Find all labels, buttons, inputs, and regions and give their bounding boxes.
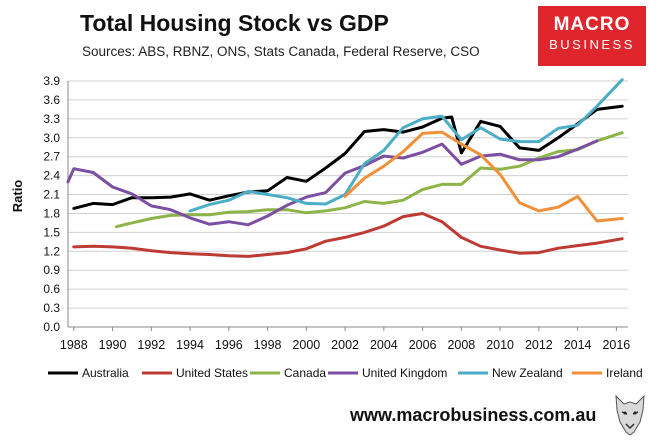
- x-tick-labels: 1988 1990 1992 1994 1996 1998 2000 2002 2004 2006…: [60, 338, 630, 352]
- logo-line-1: MACRO: [553, 14, 631, 35]
- footer-url[interactable]: www.macrobusiness.com.au: [350, 405, 597, 425]
- x-tick-label: 2010: [486, 338, 514, 352]
- chart-legend: Australia United States Canada United Kingd…: [48, 366, 643, 380]
- x-tick-label: 1994: [176, 338, 204, 352]
- chart-series: [66, 78, 624, 258]
- chart-axes: [67, 81, 628, 331]
- line-chart: 0.0 0.3 0.6 0.9 1.2 1.5 1.8 2.1 2.4 2.7 3.0 3.3 3.6 3…: [10, 74, 643, 380]
- chart-subtitle: Sources: ABS, RBNZ, ONS, Stats Canada, F…: [82, 44, 480, 59]
- legend-item-australia: Australia: [48, 366, 129, 380]
- x-tick-label: 1998: [254, 338, 282, 352]
- series-line-new-zealand: [188, 78, 624, 213]
- logo-line-2: BUSINESS: [549, 37, 635, 52]
- legend-label: Canada: [284, 366, 326, 380]
- chart-grid: [68, 80, 628, 328]
- y-tick-label: 0.0: [43, 320, 60, 334]
- x-tick-label: 2002: [331, 338, 359, 352]
- y-tick-label: 1.2: [43, 244, 60, 258]
- y-tick-label: 3.0: [43, 131, 60, 145]
- y-tick-label: 3.3: [43, 112, 60, 126]
- macrobusiness-logo: MACRO BUSINESS: [538, 6, 646, 66]
- x-tick-label: 1996: [215, 338, 243, 352]
- y-tick-label: 3.6: [43, 93, 60, 107]
- x-tick-label: 1988: [60, 338, 88, 352]
- y-tick-label: 2.7: [43, 150, 60, 164]
- series-line-united-states: [72, 212, 624, 258]
- series-line-australia: [72, 104, 624, 210]
- x-tick-label: 1992: [137, 338, 165, 352]
- y-tick-label: 0.9: [43, 263, 60, 277]
- series-line-ireland: [343, 130, 624, 223]
- y-tick-label: 3.9: [43, 74, 60, 88]
- y-tick-label: 2.4: [43, 169, 60, 183]
- y-tick-label: 2.1: [43, 188, 60, 202]
- chart-title: Total Housing Stock vs GDP: [80, 10, 389, 36]
- x-tick-label: 2000: [292, 338, 320, 352]
- legend-item-new-zealand: New Zealand: [458, 366, 563, 380]
- y-tick-label: 1.5: [43, 225, 60, 239]
- y-tick-label: 0.6: [43, 282, 60, 296]
- legend-item-united-kingdom: United Kingdom: [328, 366, 447, 380]
- legend-label: United States: [176, 366, 248, 380]
- y-tick-label: 0.3: [43, 301, 60, 315]
- x-tick-label: 2012: [525, 338, 553, 352]
- x-tick-label: 2014: [564, 338, 592, 352]
- x-tick-label: 1990: [99, 338, 127, 352]
- legend-item-ireland: Ireland: [572, 366, 643, 380]
- legend-label: Australia: [82, 366, 129, 380]
- wolf-logo-icon: [615, 394, 645, 436]
- legend-label: United Kingdom: [362, 366, 447, 380]
- y-axis-label: Ratio: [10, 180, 25, 213]
- x-tick-label: 2016: [602, 338, 630, 352]
- legend-label: Ireland: [606, 366, 643, 380]
- legend-item-canada: Canada: [250, 366, 326, 380]
- x-tick-label: 2006: [409, 338, 437, 352]
- x-tick-label: 2004: [370, 338, 398, 352]
- series-line-united-kingdom: [66, 139, 599, 227]
- legend-item-united-states: United States: [142, 366, 248, 380]
- y-tick-label: 1.8: [43, 206, 60, 220]
- legend-label: New Zealand: [492, 366, 563, 380]
- x-tick-label: 2008: [447, 338, 475, 352]
- y-tick-labels: 0.0 0.3 0.6 0.9 1.2 1.5 1.8 2.1 2.4 2.7 3.0 3.3 3.6 3…: [43, 74, 60, 334]
